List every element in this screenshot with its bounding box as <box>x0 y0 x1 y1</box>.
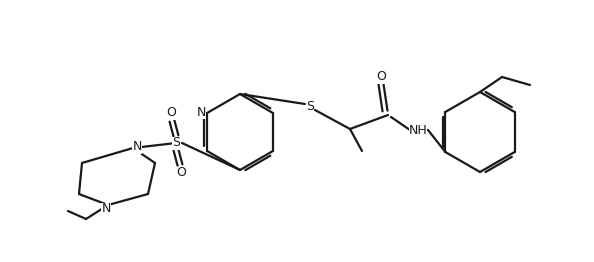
Text: O: O <box>176 166 186 179</box>
Text: S: S <box>172 137 180 150</box>
Text: O: O <box>376 70 386 84</box>
Text: O: O <box>166 106 176 119</box>
Text: S: S <box>306 101 314 113</box>
Text: N: N <box>197 106 206 118</box>
Text: N: N <box>102 203 110 216</box>
Text: N: N <box>132 140 142 154</box>
Text: NH: NH <box>409 123 427 137</box>
